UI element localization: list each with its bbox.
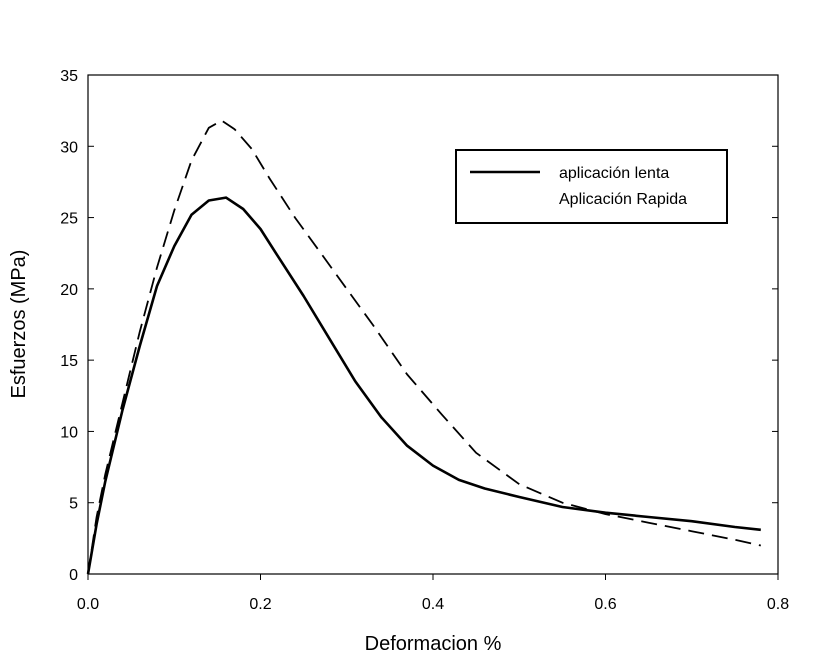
y-tick-label: 15 <box>60 353 78 370</box>
series-line-rapida <box>87 119 761 575</box>
series-line-lenta <box>86 196 761 575</box>
y-tick-label: 10 <box>60 424 78 441</box>
x-axis-title: Deformacion % <box>365 633 502 655</box>
x-tick-label: 0.8 <box>767 596 789 613</box>
y-tick-label: 25 <box>60 211 78 228</box>
tick-labels: 0 5 10 15 20 25 30 35 0.0 0.2 0.4 0.6 0.8 <box>60 68 789 613</box>
legend-box <box>455 149 728 224</box>
legend: aplicación lenta Aplicación Rapida <box>455 149 728 224</box>
y-tick-label: 35 <box>60 68 78 85</box>
x-tick-label: 0.2 <box>249 596 271 613</box>
legend-label-lenta: aplicación lenta <box>559 165 669 182</box>
x-tick-label: 0.4 <box>422 596 444 613</box>
x-tick-label: 0.6 <box>594 596 616 613</box>
legend-label-rapida: Aplicación Rapida <box>559 191 687 208</box>
ticks <box>87 74 779 580</box>
series-layer <box>86 119 761 575</box>
y-tick-label: 0 <box>69 567 78 584</box>
y-tick-label: 20 <box>60 282 78 299</box>
y-tick-label: 5 <box>69 496 78 513</box>
x-tick-label: 0.0 <box>77 596 99 613</box>
y-tick-label: 30 <box>60 139 78 156</box>
y-axis-title: Esfuerzos (MPa) <box>8 250 30 399</box>
